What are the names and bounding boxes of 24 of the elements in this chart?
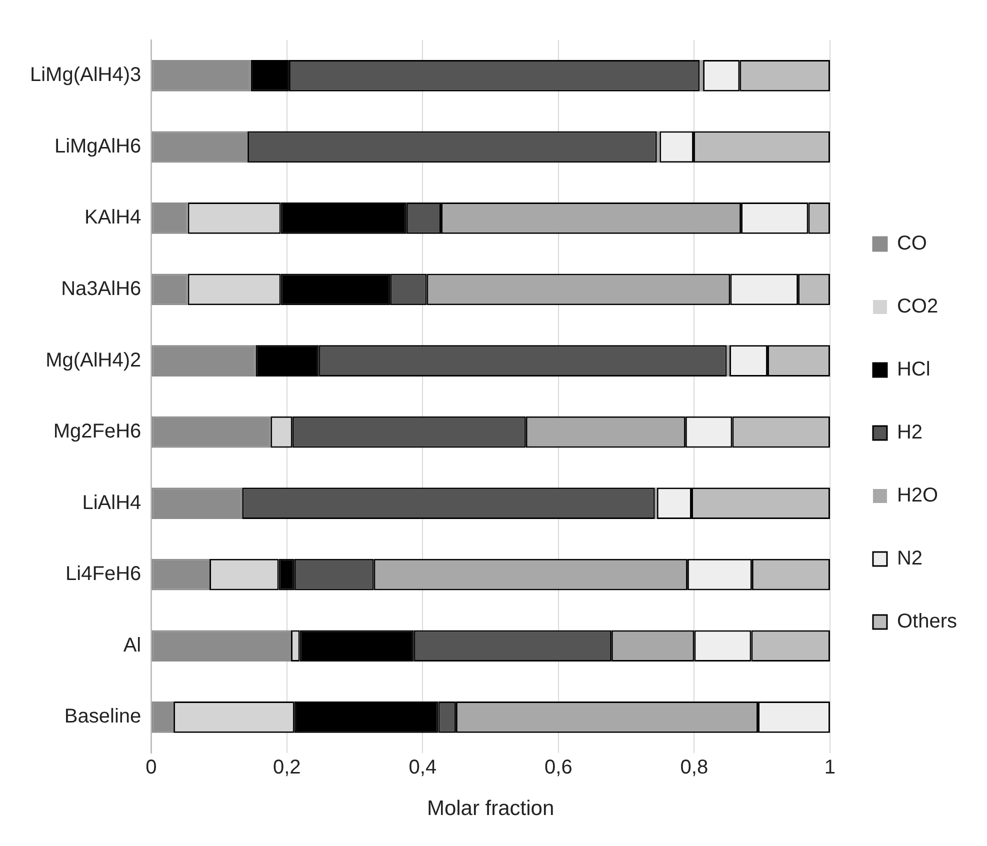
x-tick-label: 0,2	[273, 756, 301, 778]
legend-label: H2O	[896, 484, 938, 507]
legend-label: Others	[896, 610, 958, 633]
x-tick-label: 0,8	[680, 756, 708, 778]
legend-label: CO	[896, 232, 927, 255]
x-tick-label: 0,4	[408, 756, 437, 778]
y-tick-label: Mg2FeH6	[53, 420, 142, 443]
y-tick-label: Al	[123, 634, 142, 656]
y-tick-label: Na3AlH6	[61, 278, 142, 300]
y-tick-label: Baseline	[64, 706, 142, 728]
x-tick-label: 0,6	[544, 756, 572, 778]
legend-label: H2	[896, 422, 923, 444]
y-tick-label: LiAlH4	[82, 492, 142, 514]
x-tick-label: 0	[146, 756, 157, 778]
legend-label: N2	[896, 548, 923, 570]
legend-label: CO2	[896, 296, 938, 318]
legend-label: HCl	[896, 358, 930, 381]
x-axis-title: Molar fraction	[426, 797, 554, 820]
y-tick-label: Li4FeH6	[66, 563, 142, 586]
y-tick-label: LiMg(AlH4)3	[30, 64, 142, 86]
y-tick-label: KAlH4	[84, 206, 142, 229]
y-tick-label: LiMgAlH6	[54, 135, 142, 158]
y-tick-label: Mg(AlH4)2	[46, 349, 142, 372]
x-tick-label: 1	[824, 756, 836, 778]
